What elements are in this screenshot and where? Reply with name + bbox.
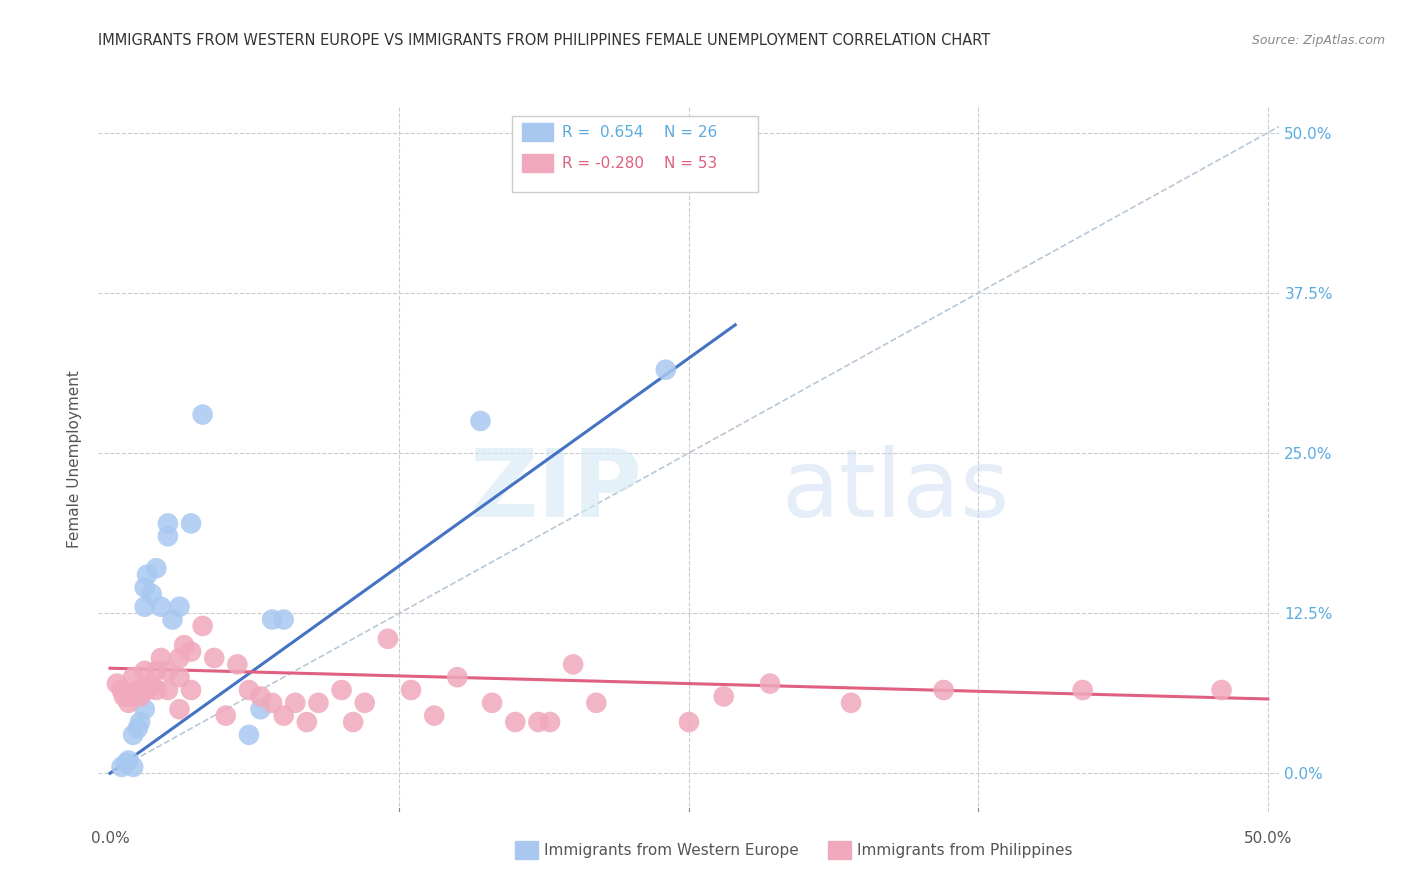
Point	[156, 529, 179, 543]
Point	[273, 613, 295, 627]
Point	[839, 696, 862, 710]
Point	[145, 664, 167, 678]
Point	[117, 754, 139, 768]
Point	[136, 567, 159, 582]
Text: N = 26: N = 26	[664, 125, 717, 139]
Point	[129, 690, 152, 704]
FancyBboxPatch shape	[515, 841, 538, 859]
Point	[295, 714, 318, 729]
Point	[238, 683, 260, 698]
Point	[759, 676, 782, 690]
Point	[226, 657, 249, 672]
Text: Immigrants from Western Europe: Immigrants from Western Europe	[544, 843, 799, 857]
Point	[156, 683, 179, 698]
Point	[562, 657, 585, 672]
Point	[1071, 683, 1094, 698]
Text: IMMIGRANTS FROM WESTERN EUROPE VS IMMIGRANTS FROM PHILIPPINES FEMALE UNEMPLOYMEN: IMMIGRANTS FROM WESTERN EUROPE VS IMMIGR…	[98, 33, 991, 47]
Point	[117, 696, 139, 710]
Point	[238, 728, 260, 742]
Point	[169, 599, 191, 614]
Point	[134, 664, 156, 678]
Point	[307, 696, 329, 710]
Point	[149, 651, 172, 665]
Text: Immigrants from Philippines: Immigrants from Philippines	[858, 843, 1073, 857]
Point	[115, 756, 138, 770]
Point	[342, 714, 364, 729]
Point	[134, 702, 156, 716]
Point	[180, 683, 202, 698]
Point	[129, 714, 152, 729]
Point	[423, 708, 446, 723]
Point	[932, 683, 955, 698]
Point	[169, 651, 191, 665]
Point	[678, 714, 700, 729]
Point	[446, 670, 468, 684]
FancyBboxPatch shape	[828, 841, 851, 859]
Text: atlas: atlas	[782, 445, 1010, 537]
Point	[262, 696, 284, 710]
Text: ZIP: ZIP	[470, 445, 643, 537]
Point	[122, 728, 145, 742]
Point	[713, 690, 735, 704]
Point	[112, 690, 135, 704]
Point	[399, 683, 422, 698]
Point	[538, 714, 561, 729]
Point	[127, 683, 149, 698]
Point	[284, 696, 307, 710]
Point	[162, 613, 184, 627]
Point	[377, 632, 399, 646]
Point	[141, 676, 163, 690]
Point	[145, 561, 167, 575]
Text: 0.0%: 0.0%	[90, 831, 129, 846]
Point	[585, 696, 607, 710]
Point	[330, 683, 353, 698]
Point	[169, 670, 191, 684]
Point	[122, 670, 145, 684]
Point	[249, 702, 271, 716]
Point	[527, 714, 550, 729]
Point	[134, 581, 156, 595]
Text: R = -0.280: R = -0.280	[562, 156, 644, 170]
Point	[249, 690, 271, 704]
Point	[262, 613, 284, 627]
Point	[156, 516, 179, 531]
Point	[149, 599, 172, 614]
Y-axis label: Female Unemployment: Female Unemployment	[67, 370, 83, 549]
Point	[180, 644, 202, 658]
Text: Source: ZipAtlas.com: Source: ZipAtlas.com	[1251, 34, 1385, 46]
Point	[191, 408, 214, 422]
Point	[122, 760, 145, 774]
Point	[503, 714, 526, 729]
Point	[191, 619, 214, 633]
Point	[180, 516, 202, 531]
Text: 50.0%: 50.0%	[1244, 831, 1292, 846]
Point	[110, 760, 132, 774]
Point	[145, 683, 167, 698]
Point	[470, 414, 492, 428]
Point	[353, 696, 375, 710]
Point	[1211, 683, 1233, 698]
Point	[273, 708, 295, 723]
Point	[156, 664, 179, 678]
Point	[120, 690, 142, 704]
Point	[127, 722, 149, 736]
Point	[202, 651, 225, 665]
Text: R =  0.654: R = 0.654	[562, 125, 644, 139]
Point	[134, 599, 156, 614]
Point	[141, 587, 163, 601]
Text: N = 53: N = 53	[664, 156, 717, 170]
Point	[136, 683, 159, 698]
Point	[173, 638, 195, 652]
Point	[481, 696, 503, 710]
Point	[655, 362, 678, 376]
Point	[215, 708, 238, 723]
Point	[169, 702, 191, 716]
Point	[110, 683, 132, 698]
Point	[105, 676, 128, 690]
